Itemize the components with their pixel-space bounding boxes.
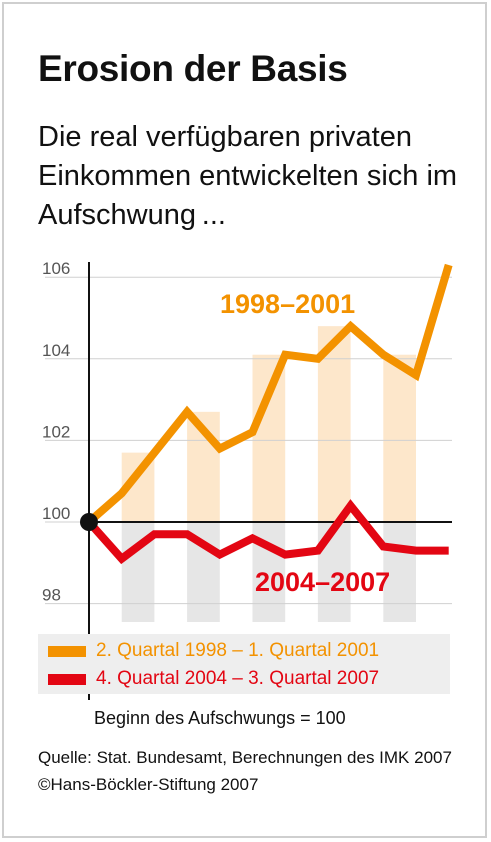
origin-dot [80, 513, 98, 531]
legend-label-1: 2. Quartal 1998 – 1. Quartal 2001 [96, 640, 380, 661]
chart-subtitle: Die real verfügbaren privaten Einkommen … [38, 121, 458, 231]
legend-swatch-red [48, 673, 86, 685]
chart-title: Erosion der Basis [38, 48, 348, 89]
column-bands [121, 326, 416, 622]
series-label-2004-2007: 2004–2007 [255, 567, 390, 597]
legend-label-2: 4. Quartal 2004 – 3. Quartal 2007 [96, 668, 380, 689]
legend-item-1: 2. Quartal 1998 – 1. Quartal 2001 [48, 637, 379, 665]
legend-item-2: 4. Quartal 2004 – 3. Quartal 2007 [48, 665, 379, 693]
series-label-1998-2001: 1998–2001 [220, 289, 355, 319]
y-tick-label: 98 [42, 586, 61, 605]
baseline-note: Beginn des Aufschwungs = 100 [94, 708, 346, 728]
band-upper [383, 354, 416, 522]
legend-swatch-orange [48, 645, 86, 657]
series-2004-2007-line [86, 499, 449, 565]
y-tick-label: 106 [42, 259, 70, 278]
band-lower [383, 522, 416, 622]
legend: 2. Quartal 1998 – 1. Quartal 2001 4. Qua… [38, 634, 450, 694]
band-upper [252, 354, 286, 522]
y-tick-label: 102 [42, 422, 70, 441]
source-text: Quelle: Stat. Bundesamt, Berechnungen de… [38, 748, 452, 794]
series-1998-2001-line [86, 263, 453, 526]
y-tick-label: 100 [42, 504, 70, 523]
y-tick-label: 104 [42, 341, 70, 360]
